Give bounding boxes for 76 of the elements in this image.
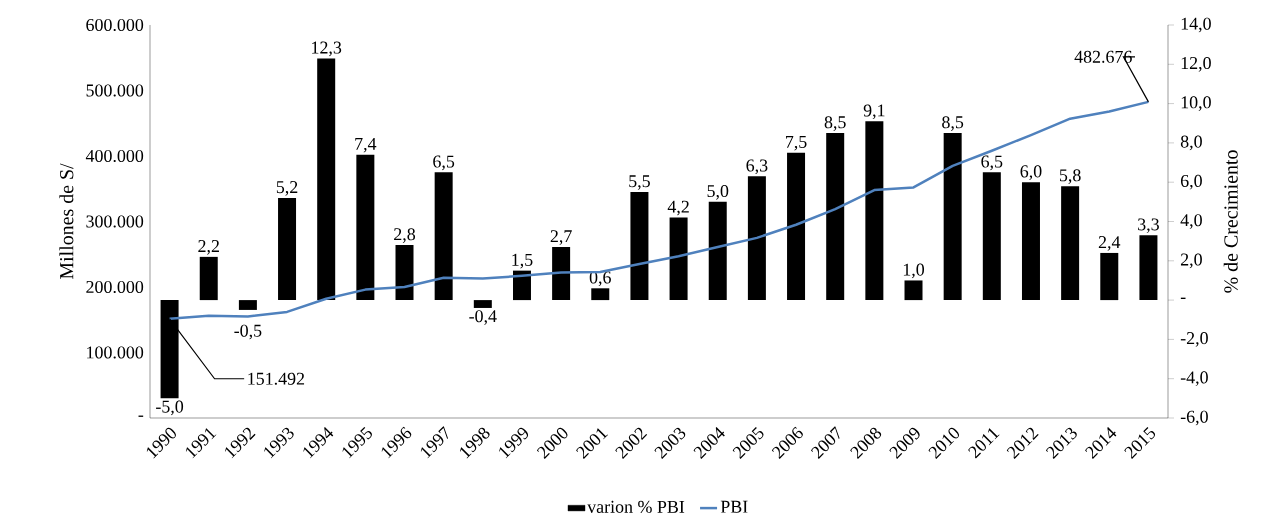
bar — [943, 133, 962, 301]
bar — [199, 256, 218, 301]
data-label: 1,0 — [903, 263, 925, 279]
y-tick-label: 600.000 — [86, 18, 144, 32]
bar — [1021, 182, 1040, 301]
data-label: 7,4 — [355, 137, 377, 153]
bar — [865, 121, 884, 301]
data-label: -0,5 — [234, 324, 262, 340]
data-label: 2,2 — [198, 240, 219, 255]
data-label: 12,3 — [312, 41, 342, 57]
y2-axis-title: % de Crecimiento — [1223, 150, 1238, 293]
y2-tick-label: 2,0 — [1180, 253, 1202, 269]
y-tick-label: 400.000 — [85, 149, 144, 163]
bar — [1061, 186, 1080, 301]
y-tick-label: 300.000 — [86, 215, 144, 228]
y2-tick-label: 4,0 — [1180, 214, 1202, 229]
data-label: 2,7 — [550, 230, 572, 245]
data-label: 3,3 — [1138, 218, 1159, 234]
y-tick-label: 500.000 — [86, 84, 144, 97]
bar — [278, 197, 297, 301]
y-tick-label: 100.000 — [87, 346, 144, 359]
bar — [982, 172, 1001, 301]
y2-tick-label: - — [1180, 297, 1186, 299]
legend-label: PBI — [720, 500, 748, 513]
bar — [434, 172, 453, 301]
bar — [1139, 235, 1158, 301]
bar — [356, 154, 375, 301]
bar — [630, 192, 649, 301]
data-label: 8,5 — [942, 116, 964, 131]
data-label: 5,2 — [276, 181, 298, 196]
y2-tick-label: -2,0 — [1180, 332, 1208, 347]
y2-tick-label: 6,0 — [1180, 174, 1202, 190]
y2-tick-label: 10,0 — [1181, 96, 1211, 111]
y2-tick-label: 12,0 — [1181, 56, 1211, 72]
data-label: 0,6 — [589, 271, 611, 287]
data-label: -5,0 — [156, 400, 184, 416]
x-tick-label: 1991 — [185, 428, 217, 459]
data-label: 9,1 — [863, 104, 885, 120]
data-label: 6,5 — [981, 155, 1003, 171]
bar — [473, 300, 492, 308]
data-label: 482.676 — [1074, 50, 1132, 63]
data-label: 5,0 — [707, 184, 729, 200]
data-label: 6,3 — [746, 159, 768, 175]
y-axis-title: Millones de S/ — [59, 163, 74, 280]
y2-tick-label: -6,0 — [1180, 410, 1208, 426]
data-label: 8,5 — [824, 116, 846, 131]
bar — [904, 280, 923, 301]
legend-label: varion % PBI — [587, 500, 685, 513]
bar — [552, 247, 571, 301]
data-label: 6,5 — [433, 155, 455, 171]
bar — [317, 58, 336, 301]
bar — [1100, 252, 1119, 301]
data-label: 5,5 — [629, 175, 650, 190]
y2-tick-label: 14,0 — [1181, 17, 1211, 33]
bar — [708, 201, 727, 301]
data-label: 6,0 — [1020, 165, 1042, 180]
bar — [395, 245, 414, 301]
data-label: 151.492 — [248, 372, 305, 385]
y-tick-label: 200.000 — [86, 280, 144, 294]
bar — [787, 152, 806, 301]
data-label: 2,4 — [1098, 236, 1121, 251]
bar — [826, 133, 845, 301]
data-label: -0,4 — [469, 310, 497, 325]
data-label: 1,5 — [512, 253, 533, 269]
data-label: 4,2 — [667, 200, 689, 216]
bar — [747, 176, 766, 301]
y-tick-label: - — [138, 415, 144, 417]
bar — [591, 288, 610, 301]
data-label: 7,5 — [786, 136, 807, 151]
bar — [512, 270, 531, 301]
bar — [669, 217, 688, 301]
y2-tick-label: -4,0 — [1180, 371, 1208, 387]
data-label: 5,8 — [1059, 169, 1081, 184]
data-label: 2,8 — [394, 228, 416, 243]
bar — [238, 300, 257, 310]
y2-tick-label: 8,0 — [1180, 135, 1202, 151]
